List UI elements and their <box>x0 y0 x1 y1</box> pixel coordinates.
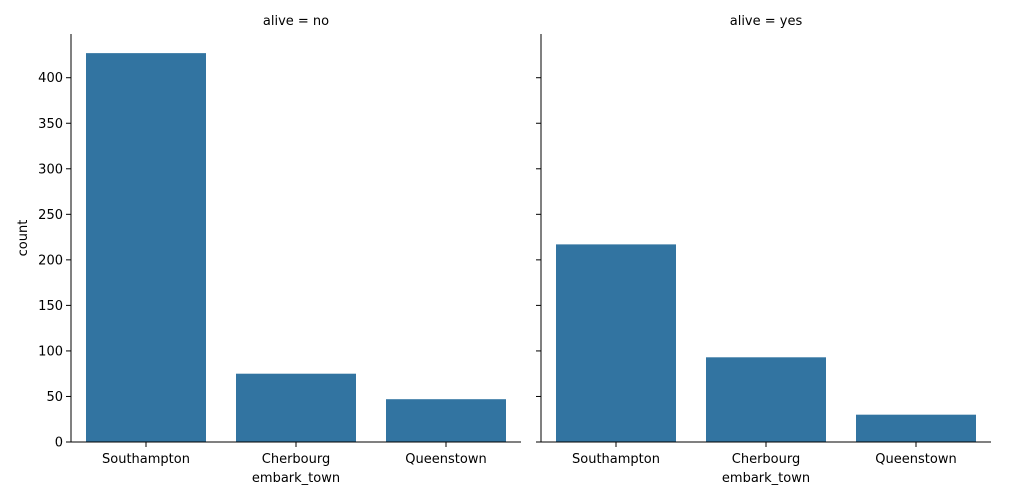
panel-title: alive = no <box>263 14 329 29</box>
y-axis-label: count <box>16 220 31 257</box>
y-tick-label: 300 <box>38 162 63 177</box>
y-tick-label: 150 <box>38 299 63 314</box>
x-tick-label: Queenstown <box>405 452 486 467</box>
y-tick-label: 50 <box>46 390 63 405</box>
y-tick-label: 0 <box>55 436 63 451</box>
bar-southampton-panel-1 <box>86 53 206 443</box>
bar-cherbourg-panel-1 <box>236 373 356 442</box>
y-tick-label: 200 <box>38 253 63 268</box>
x-axis-label: embark_town <box>722 471 810 486</box>
y-tick-label: 350 <box>38 117 63 132</box>
x-tick-label: Southampton <box>102 452 190 467</box>
bar-queenstown-panel-2 <box>856 414 976 442</box>
x-tick-label: Cherbourg <box>732 452 800 467</box>
y-tick-label: 100 <box>38 344 63 359</box>
bar-cherbourg-panel-2 <box>706 357 826 442</box>
x-tick-label: Southampton <box>572 452 660 467</box>
y-tick-label: 250 <box>38 208 63 223</box>
x-axis-label: embark_town <box>252 471 340 486</box>
bar-southampton-panel-2 <box>556 244 676 443</box>
x-tick-label: Queenstown <box>875 452 956 467</box>
panel-title: alive = yes <box>730 14 803 29</box>
y-tick-label: 400 <box>38 71 63 86</box>
bar-queenstown-panel-1 <box>386 399 506 442</box>
x-tick-label: Cherbourg <box>262 452 330 467</box>
